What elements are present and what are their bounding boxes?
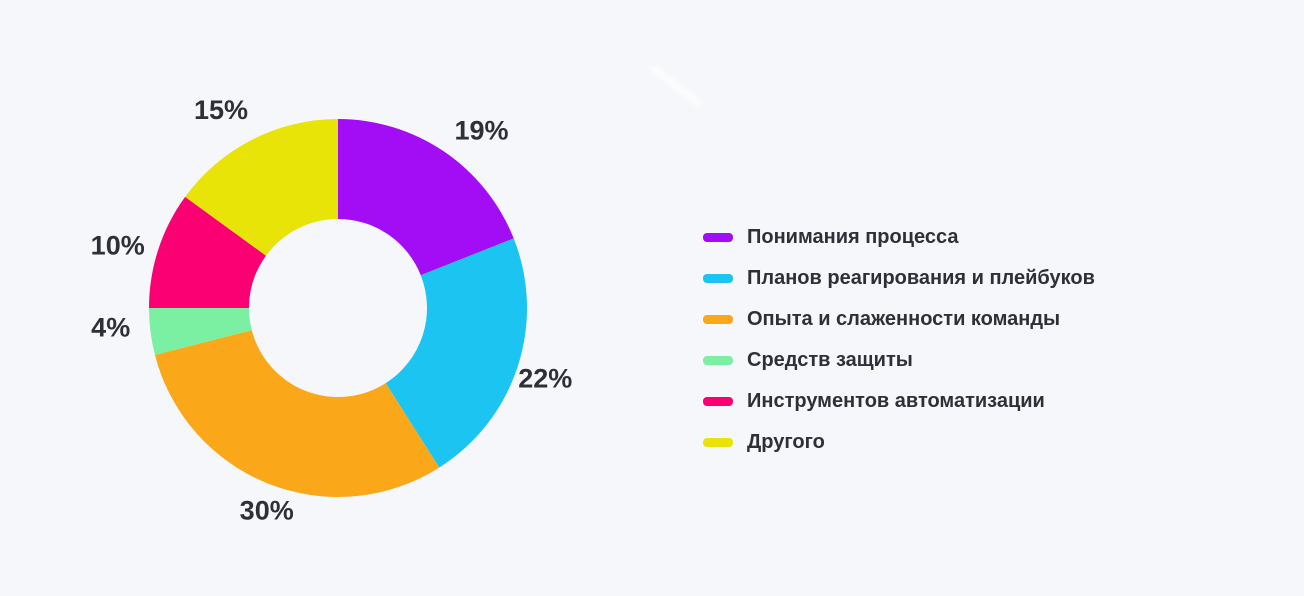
legend-item-label: Другого	[747, 431, 825, 453]
donut-slice-5	[149, 196, 266, 308]
legend-item-2: Планов реагирования и плейбуков	[703, 266, 1095, 290]
legend-swatch-icon	[703, 355, 733, 365]
donut-slice-4	[149, 308, 252, 355]
slice-percent-label-1: 19%	[454, 116, 508, 146]
donut-slice-3	[154, 330, 440, 497]
legend-swatch-icon	[703, 437, 733, 447]
slice-percent-label-2: 22%	[518, 363, 572, 393]
slice-percent-label-3: 30%	[240, 496, 294, 526]
donut-slice-2	[385, 238, 528, 468]
legend-item-label: Планов реагирования и плейбуков	[747, 267, 1095, 289]
legend-item-label: Понимания процесса	[747, 226, 959, 248]
donut-chart: 19% 22% 30% 4% 10% 15%	[91, 95, 573, 526]
legend-swatch-icon	[703, 232, 733, 242]
slice-percent-label-6: 15%	[194, 95, 248, 125]
donut-slice-1	[338, 119, 514, 276]
legend-item-label: Инструментов автоматизации	[747, 390, 1045, 412]
legend-item-6: Другого	[703, 430, 1095, 454]
legend-item-label: Опыта и слаженности команды	[747, 308, 1061, 330]
legend-item-4: Средств защиты	[703, 348, 1095, 372]
legend-item-5: Инструментов автоматизации	[703, 389, 1095, 413]
slice-percent-label-5: 10%	[91, 231, 145, 261]
legend-swatch-icon	[703, 314, 733, 324]
donut-slice-6	[185, 119, 338, 256]
chart-legend: Понимания процесса Планов реагирования и …	[703, 225, 1095, 471]
legend-swatch-icon	[703, 396, 733, 406]
legend-item-1: Понимания процесса	[703, 225, 1095, 249]
slice-percent-label-4: 4%	[91, 312, 130, 342]
legend-swatch-icon	[703, 273, 733, 283]
legend-item-label: Средств защиты	[747, 349, 913, 371]
legend-item-3: Опыта и слаженности команды	[703, 307, 1095, 331]
